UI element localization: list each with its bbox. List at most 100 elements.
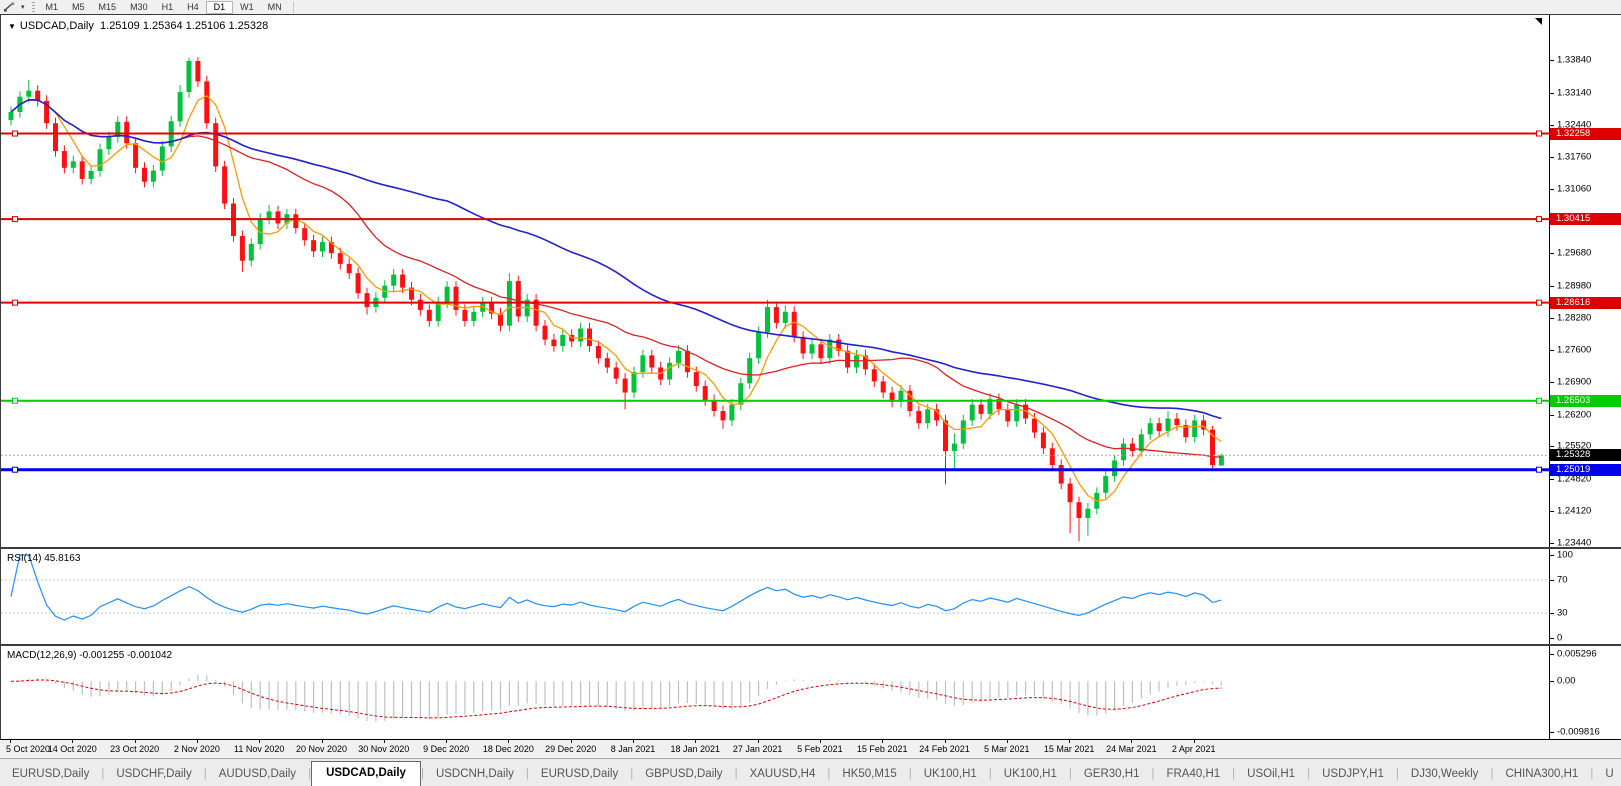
tab-ger30-h1[interactable]: GER30,H1 [1083,768,1140,780]
timeframe-button-w1[interactable]: W1 [240,1,254,12]
candle-body-down [53,123,58,152]
hline-handle[interactable] [1536,216,1542,223]
tab-xauusd-h4[interactable]: XAUUSD,H4 [749,768,816,780]
chart-menu-caret-icon[interactable]: ▼ [8,22,16,31]
rsi-scale-axis[interactable]: 100 70 30 0 [1549,549,1621,644]
tab-usdjpy-h1[interactable]: USDJPY,H1 [1322,768,1384,780]
chart-shift-marker-icon[interactable] [1535,18,1542,25]
rsi-axis-label: 70 [1557,574,1568,586]
candle-body-down [1156,423,1162,432]
hline-handle[interactable] [12,130,18,137]
date-axis[interactable]: 5 Oct 2020 14 Oct 2020 23 Oct 2020 2 Nov 20… [0,740,1621,758]
candle-body-up [524,299,530,317]
rsi-axis-tick [1550,579,1554,581]
price-axis-tick [1550,125,1554,127]
line-draw-tool-button[interactable] [0,1,18,14]
macd-label: MACD(12,26,9) -0.001255 -0.001042 [7,650,173,661]
chart-title: ▼ USDCAD,Daily 1.25109 1.25364 1.25106 1.… [8,20,268,32]
timeframe-button-m15[interactable]: M15 [98,1,117,12]
tab-usdchf-daily[interactable]: USDCHF,Daily [116,768,192,780]
tab-partial[interactable]: U [1605,768,1614,780]
chart-title-symbol: USDCAD,Daily [19,20,94,32]
tab-separator: | [101,768,105,780]
tab-separator: | [308,768,312,780]
toolbar-grip[interactable] [31,2,35,12]
candle-body-down [791,311,797,337]
timeframe-button-m1[interactable]: M1 [45,1,59,12]
candle-body-down [978,404,984,414]
candle-body-up [640,355,646,373]
macd-indicator-panel: MACD(12,26,9) -0.001255 -0.001042 0.0052… [0,645,1621,740]
tab-uk100-h1[interactable]: UK100,H1 [1003,768,1057,780]
timeframe-button-mn[interactable]: MN [267,1,282,12]
chevron-down-icon[interactable]: ▾ [21,4,25,11]
candle-body-down [871,369,877,382]
price-axis[interactable]: 1.338401.331401.324401.317601.310601.303… [1549,15,1621,549]
hline-handle[interactable] [12,299,18,306]
tab-china300-h1[interactable]: CHINA300,H1 [1505,768,1579,780]
macd-plot-area[interactable] [1,646,1549,739]
timeframe-button-m5[interactable]: M5 [72,1,85,12]
candlestick-plot-area[interactable] [1,15,1549,547]
tab-eurusd-daily[interactable]: EURUSD,Daily [540,768,619,780]
hline-handle[interactable] [1536,397,1542,404]
macd-axis-tick [1550,654,1554,655]
hline-handle[interactable] [12,466,18,473]
candle-body-down [35,90,41,101]
hline-handle[interactable] [1536,299,1542,306]
candle-body-up [729,404,735,421]
candle-body-down [622,378,628,393]
candle-body-up [827,339,833,359]
tab-usoil-h1[interactable]: USOil,H1 [1247,768,1296,780]
tab-separator: | [1490,768,1494,780]
date-label: 23 Oct 2020 [110,744,160,754]
hline-handle[interactable] [12,216,18,223]
tab-uk100-h1[interactable]: UK100,H1 [923,768,977,780]
hline-handle[interactable] [1536,466,1542,473]
candle-body-down [595,346,601,359]
macd-signal-line [10,679,1222,719]
date-label: 5 Feb 2021 [797,744,843,754]
candle-body-up [70,161,76,168]
candle-body-up [391,274,397,286]
price-axis-label: 1.29680 [1557,247,1592,259]
candle-body-up [578,328,584,342]
date-tick [1131,740,1133,743]
macd-scale-axis[interactable]: 0.005296 0.00 -0.009816 [1549,646,1621,739]
hline-handle[interactable] [12,397,18,404]
timeframe-button-m30[interactable]: M30 [130,1,148,12]
price-axis-label: 1.27600 [1557,344,1592,356]
candle-body-up [444,286,450,303]
tab-usdcnh-daily[interactable]: USDCNH,Daily [435,768,514,780]
tab-hk50-m15[interactable]: HK50,M15 [842,768,897,780]
candle-body-up [987,399,993,414]
hline-handle[interactable] [1536,130,1542,137]
date-label: 9 Dec 2020 [423,744,470,754]
timeframe-button-h4[interactable]: H4 [187,1,199,12]
candle-body-down [720,411,726,421]
tab-gbpusd-daily[interactable]: GBPUSD,Daily [645,768,723,780]
timeframe-button-d1[interactable]: D1 [205,0,234,14]
tab-separator: | [203,768,207,780]
tab-audusd-daily[interactable]: AUDUSD,Daily [218,768,297,780]
date-tick [695,740,697,743]
rsi-axis-tick [1550,638,1554,639]
candle-body-up [88,171,94,179]
candle-body-down [275,211,281,224]
rsi-plot-area[interactable] [1,549,1549,644]
tab-dj30-weekly[interactable]: DJ30,Weekly [1410,768,1479,780]
candle-body-up [951,443,957,451]
macd-axis-tick [1550,732,1554,733]
price-badge-1.32258: 1.32258 [1550,127,1621,140]
tab-eurusd-daily[interactable]: EURUSD,Daily [12,768,90,780]
candle-body-down [818,344,824,359]
timeframe-button-h1[interactable]: H1 [161,1,174,12]
date-tick [259,740,261,743]
candle-body-down [142,167,147,182]
tab-usdcad-daily[interactable]: USDCAD,Daily [311,761,421,786]
tab-separator: | [420,768,424,780]
candle-body-down [1023,404,1029,419]
candle-body-up [1085,508,1091,518]
tab-fra40-h1[interactable]: FRA40,H1 [1166,768,1221,780]
macd-histogram [19,674,1223,722]
